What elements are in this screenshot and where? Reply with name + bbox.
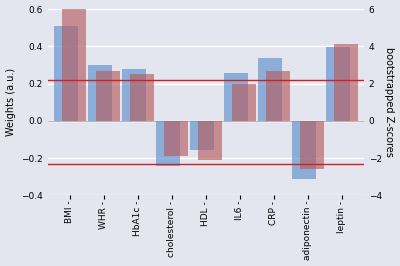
Bar: [266, 72, 290, 121]
Bar: [334, 44, 358, 121]
Bar: [198, 121, 222, 160]
Bar: [156, 121, 180, 167]
Y-axis label: Weights (a.u.): Weights (a.u.): [6, 68, 16, 136]
Bar: [54, 26, 78, 121]
Bar: [62, 9, 86, 121]
Bar: [224, 73, 248, 121]
Bar: [232, 84, 256, 121]
Bar: [300, 121, 324, 169]
Bar: [326, 47, 350, 121]
Bar: [130, 74, 154, 121]
Bar: [190, 121, 214, 150]
Y-axis label: bootstrapped Z-scores: bootstrapped Z-scores: [384, 47, 394, 157]
Bar: [164, 121, 188, 156]
Bar: [258, 59, 282, 121]
Bar: [96, 70, 120, 121]
Bar: [292, 121, 316, 180]
Bar: [122, 69, 146, 121]
Bar: [88, 65, 112, 121]
